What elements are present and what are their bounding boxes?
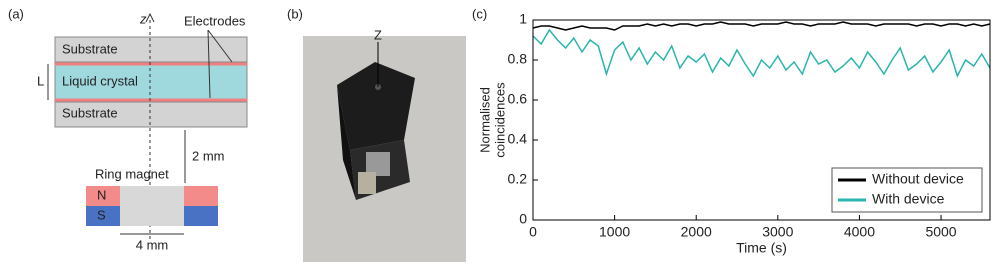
y-axis-label: coincidences xyxy=(492,82,507,158)
connector xyxy=(358,172,376,194)
chart: 0 0.2 0.4 0.6 0.8 1 0 1000 2000 3000 4000 5000 Time … xyxy=(477,11,991,256)
y-axis-label: Normalised xyxy=(477,87,492,153)
x-tick-label: 4000 xyxy=(844,224,875,240)
series-line xyxy=(532,21,991,31)
panel-label: (a) xyxy=(8,6,24,21)
magnet-part xyxy=(86,186,120,206)
pole-label: N xyxy=(97,187,106,202)
electrodes-label: Electrodes xyxy=(184,13,246,28)
series-line xyxy=(532,28,991,78)
x-tick-label: 0 xyxy=(529,224,537,240)
y-tick-label: 0 xyxy=(519,211,527,227)
y-tick-label: 0.4 xyxy=(508,131,528,147)
y-tick-label: 1 xyxy=(519,11,527,27)
device-box xyxy=(337,85,356,200)
y-tick-label: 0.2 xyxy=(508,171,528,187)
x-axis-label: Time (s) xyxy=(736,240,787,256)
magnet-part xyxy=(86,206,120,226)
magnet-bore xyxy=(120,186,184,226)
axis-label: Z xyxy=(374,27,382,42)
arrow xyxy=(145,12,155,23)
dimension-label: L xyxy=(37,73,44,88)
y-tick-label: 0.8 xyxy=(508,51,528,67)
legend-label: With device xyxy=(872,191,945,207)
y-tick-label: 0.6 xyxy=(508,91,528,107)
substrate-layer xyxy=(54,101,248,128)
legend-label: Without device xyxy=(872,171,964,187)
device-box xyxy=(337,62,415,150)
lc-layer xyxy=(54,61,248,103)
plot-frame xyxy=(532,19,991,221)
substrate-layer xyxy=(54,36,248,63)
panel-b: (b) Z xyxy=(287,6,466,262)
layer-label: Liquid crystal xyxy=(62,73,138,88)
dimension-label: 4 mm xyxy=(136,237,169,252)
x-tick-label: 5000 xyxy=(925,224,956,240)
x-tick-label: 3000 xyxy=(762,224,793,240)
panel-label: (b) xyxy=(287,6,303,21)
panel-label: (c) xyxy=(472,6,487,21)
x-tick-label: 1000 xyxy=(599,224,630,240)
dimension-label: 2 mm xyxy=(192,148,225,163)
magnet-label: Ring magnet xyxy=(95,166,169,181)
pointer xyxy=(207,29,233,99)
layer-label: Substrate xyxy=(62,105,118,120)
magnet-part xyxy=(184,186,218,206)
axis-label: z xyxy=(139,11,147,26)
x-tick-label: 2000 xyxy=(681,224,712,240)
legend-box xyxy=(831,167,983,213)
pole-label: S xyxy=(97,207,106,222)
panel-a: (a) z Electrodes Substrate Liquid crysta… xyxy=(8,6,248,252)
magnet-part xyxy=(184,206,218,226)
layer-label: Substrate xyxy=(62,41,118,56)
